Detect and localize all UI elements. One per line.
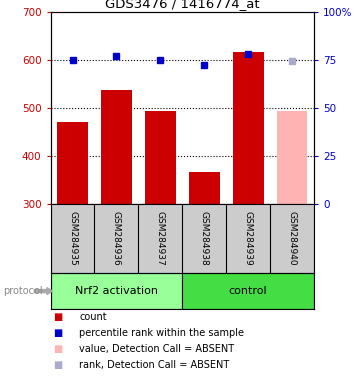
Text: control: control	[229, 286, 268, 296]
Text: ■: ■	[53, 344, 62, 354]
Text: count: count	[79, 312, 107, 322]
Bar	[57, 122, 88, 204]
Bar	[51, 273, 182, 309]
Text: GSM284939: GSM284939	[244, 211, 253, 265]
Text: Nrf2 activation: Nrf2 activation	[75, 286, 158, 296]
Text: GSM284938: GSM284938	[200, 211, 209, 265]
Bar	[101, 90, 132, 204]
Title: GDS3476 / 1416774_at: GDS3476 / 1416774_at	[105, 0, 260, 10]
Bar	[189, 172, 219, 204]
Text: GSM284936: GSM284936	[112, 211, 121, 265]
Text: percentile rank within the sample: percentile rank within the sample	[79, 328, 244, 338]
Text: value, Detection Call = ABSENT: value, Detection Call = ABSENT	[79, 344, 235, 354]
Bar	[145, 111, 176, 204]
Bar	[233, 52, 264, 204]
Text: ■: ■	[53, 328, 62, 338]
Bar	[277, 111, 308, 204]
Text: GSM284937: GSM284937	[156, 211, 165, 265]
Bar	[182, 273, 314, 309]
Text: ■: ■	[53, 360, 62, 370]
Text: GSM284935: GSM284935	[68, 211, 77, 265]
Text: GSM284940: GSM284940	[288, 211, 297, 265]
Text: ■: ■	[53, 312, 62, 322]
Text: rank, Detection Call = ABSENT: rank, Detection Call = ABSENT	[79, 360, 230, 370]
Text: protocol: protocol	[4, 286, 43, 296]
